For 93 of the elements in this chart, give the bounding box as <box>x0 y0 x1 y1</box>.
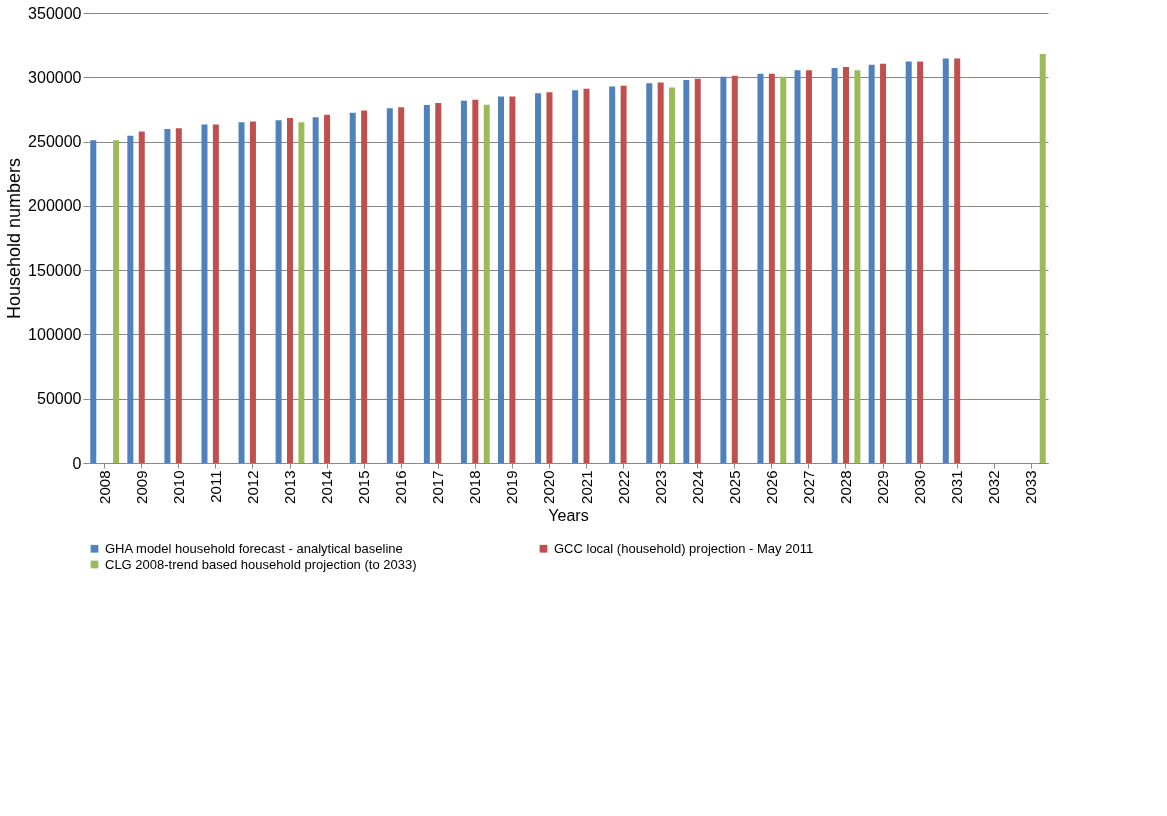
bar <box>854 70 861 463</box>
x-tick-label: 2017 <box>429 470 447 504</box>
x-tick-label: 2025 <box>725 470 743 504</box>
x-tick-label: 2021 <box>577 470 595 504</box>
bar <box>780 76 787 463</box>
bar <box>805 70 812 463</box>
bar <box>509 96 516 463</box>
bar <box>212 124 219 463</box>
x-tick-label: 2020 <box>540 470 558 504</box>
bar <box>472 99 479 463</box>
x-tick-label: 2030 <box>911 470 929 504</box>
bar <box>731 75 738 463</box>
bar <box>768 73 775 463</box>
x-tick-label: 2024 <box>688 470 706 504</box>
bar <box>201 124 208 463</box>
bar <box>275 120 282 463</box>
y-tick-label: 300000 <box>28 68 82 86</box>
bar <box>164 129 171 463</box>
bar <box>113 140 120 463</box>
x-tick-label: 2028 <box>836 470 854 504</box>
bar <box>460 100 467 463</box>
bar <box>694 78 701 463</box>
bar <box>669 87 676 463</box>
x-tick-label: 2013 <box>281 470 299 504</box>
x-tick-label: 2015 <box>355 470 373 504</box>
bar <box>361 110 368 463</box>
x-tick-label: 2016 <box>392 470 410 504</box>
bar <box>298 122 305 463</box>
y-tick-label: 50000 <box>37 390 82 408</box>
bar <box>954 58 961 463</box>
bar <box>386 108 393 463</box>
bar <box>868 64 875 463</box>
x-tick-label: 2018 <box>466 470 484 504</box>
y-tick-label: 200000 <box>28 197 82 215</box>
bar <box>842 67 849 463</box>
x-tick-label: 2023 <box>651 470 669 504</box>
bar <box>657 82 664 463</box>
bar <box>349 112 356 463</box>
bar <box>794 70 801 463</box>
legend-label: GCC local (household) projection - May 2011 <box>554 540 814 556</box>
bar <box>398 107 405 463</box>
bar <box>423 105 430 463</box>
bar <box>720 76 727 463</box>
bar <box>757 73 764 463</box>
legend-label: GHA model household forecast - analytical baseline <box>105 540 403 556</box>
y-tick-label: 250000 <box>28 133 82 151</box>
x-tick-label: 2031 <box>948 470 966 504</box>
bar <box>905 61 912 463</box>
y-tick-label: 350000 <box>28 4 82 22</box>
bar <box>683 80 690 463</box>
bar <box>175 128 182 463</box>
bar <box>917 61 924 463</box>
bar <box>312 117 319 463</box>
bar <box>238 122 245 463</box>
x-tick-label: 2014 <box>318 470 336 504</box>
bar <box>483 104 490 463</box>
bar <box>546 92 553 463</box>
bar <box>1039 53 1046 463</box>
x-tick-label: 2027 <box>799 470 817 504</box>
bar <box>498 96 504 463</box>
bar <box>138 131 145 463</box>
x-tick-label: 2011 <box>206 470 224 503</box>
y-tick-label: 100000 <box>28 325 82 343</box>
bar <box>572 90 579 463</box>
bar <box>880 63 887 463</box>
x-tick-label: 2026 <box>762 470 780 504</box>
bar <box>287 118 294 463</box>
bar <box>583 88 590 463</box>
x-tick-label: 2010 <box>169 470 187 504</box>
legend-label: CLG 2008-trend based household projection (to 2033) <box>105 556 417 572</box>
bar <box>942 58 949 463</box>
bar <box>646 83 653 463</box>
bar <box>535 93 542 463</box>
x-tick-label: 2032 <box>985 470 1003 504</box>
x-tick-label: 2012 <box>243 470 261 504</box>
y-tick-label: 150000 <box>28 261 82 279</box>
bar <box>620 85 627 463</box>
bar <box>127 135 134 463</box>
y-axis-title: Household numbers <box>4 157 25 320</box>
bar <box>90 140 97 463</box>
x-tick-label: 2008 <box>95 470 113 504</box>
bar <box>831 68 838 463</box>
x-tick-label: 2033 <box>1022 470 1040 504</box>
x-tick-label: 2009 <box>132 470 150 504</box>
x-tick-label: 2029 <box>874 470 892 504</box>
bar <box>609 86 616 463</box>
bar <box>324 114 331 463</box>
y-tick-label: 0 <box>72 454 82 472</box>
x-tick-label: 2019 <box>503 470 521 504</box>
bar <box>249 121 256 463</box>
x-axis-title: Years <box>548 506 589 524</box>
x-tick-label: 2022 <box>614 470 632 504</box>
bar <box>435 103 442 463</box>
